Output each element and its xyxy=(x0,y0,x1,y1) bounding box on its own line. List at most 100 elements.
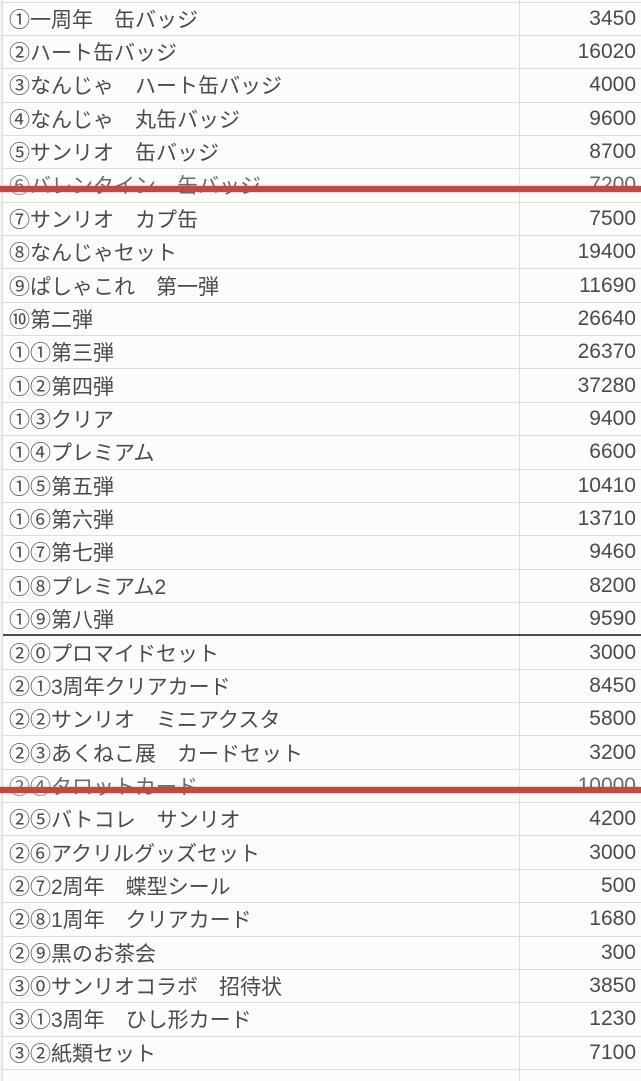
table-row: ②③あくねこ展 カードセット 3200 xyxy=(3,736,641,770)
item-value-cell[interactable]: 37280 xyxy=(520,369,641,401)
item-name-cell[interactable]: ②⑨黒のお茶会 xyxy=(3,936,520,969)
item-value-cell[interactable]: 7100 xyxy=(520,1037,641,1069)
item-name-cell[interactable]: ③①3周年 ひし形カード xyxy=(3,1003,520,1036)
item-name-cell[interactable]: ⑧なんじゃセット xyxy=(3,236,520,269)
item-name-cell[interactable]: ②①3周年クリアカード xyxy=(3,669,520,703)
item-name-cell[interactable]: ⑨ぱしゃこれ 第一弾 xyxy=(3,269,520,302)
item-value-label: 1680 xyxy=(589,907,636,931)
item-value-label: 9460 xyxy=(589,540,636,564)
item-value-label: 3200 xyxy=(589,740,636,764)
item-name-label: ⑥バレンタイン 缶バッジ xyxy=(9,175,261,199)
item-name-cell[interactable]: ②④タロットカード xyxy=(3,769,520,803)
item-name-cell[interactable]: ①一周年 缶バッジ xyxy=(3,2,520,35)
item-value-label: 26640 xyxy=(577,306,636,330)
item-value-cell[interactable]: 3200 xyxy=(520,736,641,768)
item-name-label: ①一周年 缶バッジ xyxy=(9,8,198,32)
item-value-cell[interactable]: 4000 xyxy=(520,69,641,101)
item-value-cell[interactable]: 8700 xyxy=(520,136,641,168)
item-value-cell[interactable]: 6600 xyxy=(520,436,641,468)
item-value-cell[interactable]: 10410 xyxy=(520,470,641,502)
item-name-cell[interactable]: ②②サンリオ ミニアクスタ xyxy=(3,703,520,736)
item-name-cell[interactable]: ③なんじゃ ハート缶バッジ xyxy=(3,69,520,102)
item-name-label: ⑧なんじゃセット xyxy=(9,242,177,266)
item-value-cell[interactable]: 19400 xyxy=(520,236,641,268)
item-name-cell[interactable]: ④なんじゃ 丸缶バッジ xyxy=(3,102,520,135)
item-value-cell[interactable]: 3000 xyxy=(520,636,641,668)
item-value-cell[interactable]: 500 xyxy=(520,870,641,902)
item-name-cell[interactable]: ③⓪サンリオコラボ 招待状 xyxy=(3,969,520,1003)
table-row: ②②サンリオ ミニアクスタ 5800 xyxy=(3,703,641,737)
item-value-cell[interactable]: 7500 xyxy=(520,203,641,235)
table-row: ③⓪サンリオコラボ 招待状 3850 xyxy=(3,969,641,1004)
item-value-label: 1230 xyxy=(589,1007,636,1031)
item-value-cell[interactable]: 5800 xyxy=(520,703,641,735)
item-value-cell[interactable]: 26370 xyxy=(520,336,641,368)
item-name-cell[interactable]: ①①第三弾 xyxy=(3,336,520,369)
item-value-cell[interactable]: 9460 xyxy=(520,536,641,568)
table-row: ⑥バレンタイン 缶バッジ 7200 xyxy=(0,169,641,203)
item-value-cell[interactable]: 3850 xyxy=(520,970,641,1002)
table-row: ②①3周年クリアカード 8450 xyxy=(3,669,641,704)
table-row: ②⑧1周年 クリアカード 1680 xyxy=(3,903,641,937)
item-value-label: 13710 xyxy=(577,507,636,531)
item-value-label: 500 xyxy=(600,874,636,898)
item-value-label: 5800 xyxy=(589,707,636,731)
item-name-cell[interactable]: ③②紙類セット xyxy=(3,1036,520,1069)
item-value-label: 7100 xyxy=(589,1040,636,1064)
item-value-cell[interactable]: 300 xyxy=(520,937,641,969)
item-value-cell[interactable]: 13710 xyxy=(520,503,641,535)
item-name-cell[interactable]: ⑥バレンタイン 缶バッジ xyxy=(3,169,520,202)
item-value-cell[interactable]: 1230 xyxy=(520,1003,641,1035)
item-value-cell[interactable]: 9400 xyxy=(520,403,641,435)
table-row: ②⑤バトコレ サンリオ 4200 xyxy=(3,803,641,837)
item-name-cell[interactable]: ①⑨第八弾 xyxy=(3,602,520,635)
item-name-cell[interactable]: ①⑦第七弾 xyxy=(3,536,520,569)
item-name-cell[interactable]: ⑩第二弾 xyxy=(3,302,520,336)
item-name-cell[interactable]: ①②第四弾 xyxy=(3,369,520,402)
item-name-cell[interactable]: ①⑤第五弾 xyxy=(3,469,520,502)
item-name-label: ②⑤バトコレ サンリオ xyxy=(9,809,241,833)
item-name-cell[interactable]: ②③あくねこ展 カードセット xyxy=(3,736,520,769)
item-name-cell[interactable]: ②⓪プロマイドセット xyxy=(3,636,520,669)
item-value-cell[interactable]: 16020 xyxy=(520,36,641,68)
item-name-cell[interactable]: ⑤サンリオ 缶バッジ xyxy=(3,135,520,169)
item-value-cell[interactable]: 1680 xyxy=(520,903,641,935)
item-value-cell[interactable]: 8200 xyxy=(520,570,641,602)
item-value-cell[interactable]: 10000 xyxy=(520,770,641,802)
item-name-cell[interactable]: ②ハート缶バッジ xyxy=(3,35,520,69)
item-name-label: ①⑧プレミアム2 xyxy=(9,575,167,599)
item-name-label: ①⑥第六弾 xyxy=(9,509,114,533)
item-name-label: ②①3周年クリアカード xyxy=(9,675,231,699)
item-value-cell[interactable]: 26640 xyxy=(520,303,641,335)
item-name-cell[interactable]: ①⑥第六弾 xyxy=(3,502,520,536)
item-name-cell[interactable]: ②⑧1周年 クリアカード xyxy=(3,903,520,936)
item-value-cell[interactable]: 3000 xyxy=(520,836,641,868)
item-name-cell[interactable]: ②⑦2周年 蝶型シール xyxy=(3,869,520,903)
item-name-label: ③②紙類セット xyxy=(9,1042,156,1066)
item-name-cell[interactable]: ②⑤バトコレ サンリオ xyxy=(3,803,520,836)
item-value-label: 9400 xyxy=(589,406,636,430)
item-value-cell[interactable]: 8450 xyxy=(520,670,641,702)
item-value-cell[interactable]: 9590 xyxy=(520,603,641,634)
item-value-cell[interactable]: 3450 xyxy=(520,3,641,35)
item-value-cell[interactable]: 7200 xyxy=(520,169,641,201)
table-row: ⑨ぱしゃこれ 第一弾 11690 xyxy=(3,269,641,303)
item-name-cell[interactable]: ①⑧プレミアム2 xyxy=(3,569,520,602)
item-value-cell[interactable]: 4200 xyxy=(520,803,641,835)
item-name-cell[interactable]: ⑦サンリオ カプ缶 xyxy=(3,202,520,236)
table-row: ①⑨第八弾 9590 xyxy=(3,602,641,637)
item-name-label: ③①3周年 ひし形カード xyxy=(9,1009,252,1033)
table-row: ①②第四弾 37280 xyxy=(3,369,641,403)
item-value-cell[interactable]: 9600 xyxy=(520,103,641,135)
item-name-cell[interactable]: ②⑥アクリルグッズセット xyxy=(3,836,520,869)
partial-row-top xyxy=(3,0,641,3)
table-row: ②⓪プロマイドセット 3000 xyxy=(3,636,641,670)
item-value-cell[interactable]: 11690 xyxy=(520,269,641,301)
item-name-cell[interactable]: ①③クリア xyxy=(3,402,520,436)
item-name-cell[interactable]: ①④プレミアム xyxy=(3,436,520,469)
item-value-label: 4000 xyxy=(589,73,636,97)
table-row: ③②紙類セット 7100 xyxy=(3,1036,641,1070)
table-row: ②⑦2周年 蝶型シール 500 xyxy=(3,869,641,904)
item-name-label: ①①第三弾 xyxy=(9,342,114,366)
